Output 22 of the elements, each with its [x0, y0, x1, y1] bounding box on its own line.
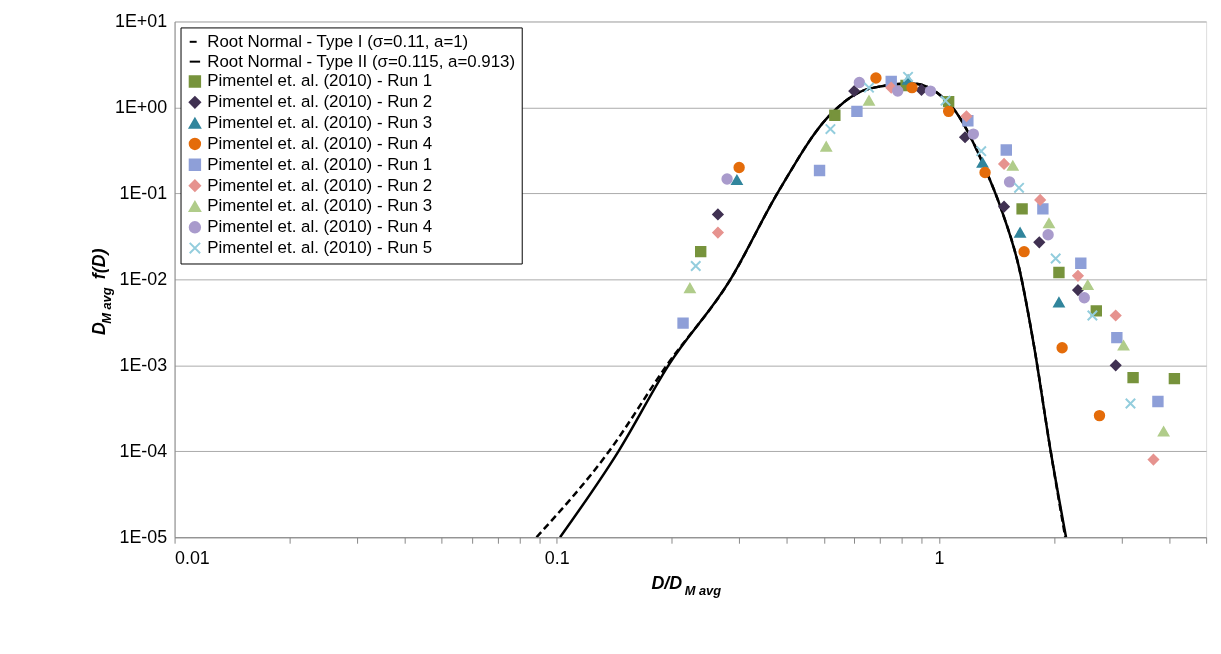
legend-label: Pimentel et. al. (2010) - Run 2: [207, 175, 433, 195]
y-tick-label: 1E-01: [119, 182, 168, 203]
y-tick-label: 1E-03: [119, 354, 168, 375]
legend-label: Pimentel et. al. (2010) - Run 3: [207, 196, 433, 216]
legend-label: Pimentel et. al. (2010) - Run 3: [207, 113, 433, 133]
y-tick-label: 1E-04: [119, 440, 168, 461]
legend-label: Pimentel et. al. (2010) - Run 1: [207, 71, 433, 91]
legend-label: Pimentel et. al. (2010) - Run 2: [207, 92, 433, 112]
y-tick-label: 1E+01: [115, 10, 168, 31]
x-tick-label: 0.01: [175, 547, 210, 568]
y-tick-label: 1E-02: [119, 268, 168, 289]
x-tick-label: 0.1: [544, 547, 570, 568]
legend-label: Pimentel et. al. (2010) - Run 4: [207, 133, 433, 153]
y-tick-label: 1E-05: [119, 526, 168, 547]
legend-label: Pimentel et. al. (2010) - Run 4: [207, 217, 433, 237]
x-tick-label: 1: [934, 547, 945, 568]
y-axis-title: DM avg f(D): [89, 248, 115, 335]
legend-label: Root Normal - Type II (σ=0.115, a=0.913): [207, 51, 516, 71]
legend-label: Root Normal - Type I (σ=0.11, a=1): [207, 31, 469, 51]
y-tick-label: 1E+00: [115, 96, 168, 117]
legend-label: Pimentel et. al. (2010) - Run 5: [207, 238, 433, 258]
legend-label: Pimentel et. al. (2010) - Run 1: [207, 154, 433, 174]
